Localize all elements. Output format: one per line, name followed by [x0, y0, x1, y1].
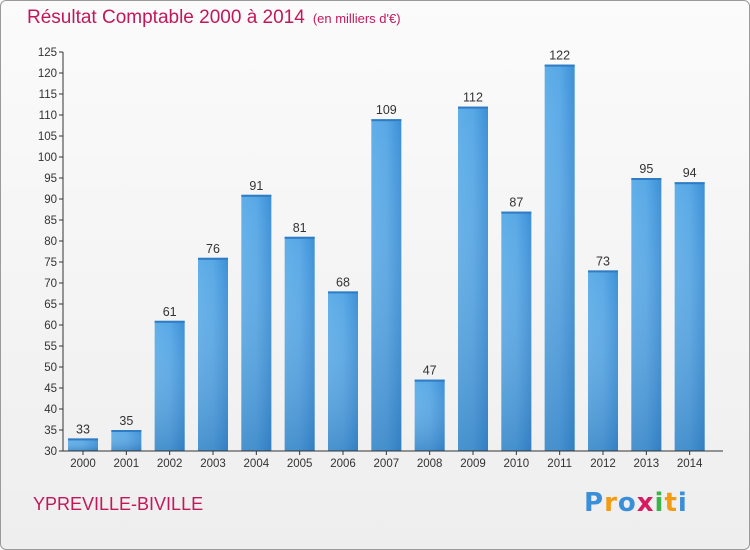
y-tick-label: 110 [39, 110, 57, 122]
proxiti-logo: Proxiti [584, 488, 688, 518]
bar-cap-2002 [154, 320, 185, 323]
y-tick-label: 115 [39, 89, 57, 101]
bar-shade-2013 [631, 178, 662, 451]
value-label-2005: 81 [293, 221, 307, 235]
bar-cap-2008 [414, 379, 445, 382]
y-tick-label: 80 [44, 236, 57, 248]
y-tick-label: 75 [44, 257, 57, 269]
bar-cap-2003 [198, 257, 228, 260]
bar-chart: 33 35 61 76 91 81 68 109 47 112 87 122 73 95 94 30 35 40… [38, 47, 723, 470]
bar-shade-2007 [371, 119, 402, 451]
x-tick-label-2009: 2009 [460, 458, 486, 470]
value-label-2009: 112 [463, 91, 483, 105]
logo-letter: x [636, 488, 655, 518]
logo-letter: P [584, 488, 605, 518]
logo-letter: t [664, 488, 678, 518]
bar-cap-2000 [68, 438, 98, 441]
value-label-2001: 35 [119, 414, 133, 428]
value-label-2012: 73 [596, 254, 610, 268]
x-tick-label-2006: 2006 [330, 458, 356, 470]
y-tick-label: 65 [44, 299, 57, 311]
logo-letter: o [617, 488, 637, 518]
y-tick-label: 40 [44, 404, 57, 416]
y-tick-label: 50 [44, 362, 57, 374]
x-tick-label-2013: 2013 [634, 458, 660, 470]
bar-shade-2012 [588, 270, 618, 451]
bar-cap-2013 [631, 178, 662, 180]
y-tick-label: 95 [44, 173, 57, 185]
y-tick-label: 60 [44, 320, 57, 332]
bar-shade-2008 [414, 379, 445, 451]
y-tick-label: 35 [44, 425, 57, 437]
x-tick-label-2003: 2003 [200, 458, 226, 470]
y-tick-label: 120 [38, 68, 57, 80]
bar-cap-2006 [328, 291, 358, 294]
x-tick-label-2011: 2011 [547, 458, 572, 470]
value-label-2006: 68 [336, 275, 350, 289]
bar-shade-2006 [328, 291, 358, 451]
city-name: YPREVILLE-BIVILLE [33, 494, 204, 514]
bar-shade-2009 [458, 106, 488, 451]
value-label-2008: 47 [423, 364, 437, 378]
logo-letter: i [677, 488, 688, 518]
value-label-2000: 33 [76, 422, 90, 436]
value-label-2002: 61 [163, 305, 177, 319]
chart-title: Résultat Comptable 2000 à 2014 (en millie… [27, 7, 401, 29]
y-tick-label: 125 [38, 47, 57, 59]
bar-cap-2001 [111, 430, 142, 432]
bar-cap-2009 [458, 106, 488, 109]
value-label-2004: 91 [249, 179, 263, 193]
bar-cap-2007 [371, 119, 402, 122]
bar-cap-2011 [544, 64, 575, 67]
bar-cap-2010 [501, 211, 532, 214]
y-tick-label: 100 [38, 152, 57, 164]
bar-cap-2005 [284, 236, 315, 239]
x-tick-label-2007: 2007 [374, 458, 400, 470]
y-tick-label: 45 [44, 383, 57, 395]
chart-subtitle: (en milliers d'€) [312, 11, 401, 26]
x-tick-label-2012: 2012 [590, 458, 616, 470]
x-tick-label-2001: 2001 [114, 458, 140, 470]
value-label-2014: 94 [683, 166, 697, 180]
value-label-2010: 87 [509, 196, 523, 210]
bar-shade-2003 [198, 257, 228, 451]
y-tick-label: 30 [44, 446, 57, 458]
bar-shade-2002 [154, 320, 185, 451]
logo-letter: i [654, 488, 665, 518]
y-tick-label: 105 [38, 131, 57, 143]
x-tick-label-2000: 2000 [70, 458, 96, 470]
x-tick-label-2010: 2010 [504, 458, 530, 470]
bar-shade-2014 [674, 182, 705, 451]
y-tick-label: 90 [44, 194, 57, 206]
y-tick-label: 70 [44, 278, 57, 290]
bar-shade-2004 [241, 194, 272, 452]
bar-cap-2012 [588, 270, 618, 273]
x-tick-label-2004: 2004 [244, 458, 270, 470]
bar-shade-2001 [111, 430, 142, 451]
chart-title-text: Résultat Comptable 2000 à 2014 [27, 7, 305, 28]
x-tick-label-2008: 2008 [417, 458, 443, 470]
bar-shade-2011 [544, 64, 575, 451]
value-label-2007: 109 [376, 103, 397, 117]
x-tick-label-2014: 2014 [677, 458, 703, 470]
logo-letter: r [604, 488, 618, 518]
value-label-2013: 95 [639, 162, 653, 176]
bar-shade-2000 [68, 438, 98, 451]
x-tick-label-2005: 2005 [287, 458, 313, 470]
y-tick-label: 85 [44, 215, 57, 227]
x-tick-label-2002: 2002 [157, 458, 183, 470]
bar-cap-2014 [674, 182, 705, 185]
bar-cap-2004 [241, 194, 272, 197]
y-tick-label: 55 [44, 341, 57, 353]
bar-shade-2005 [284, 236, 315, 451]
bar-shade-2010 [501, 211, 532, 451]
value-label-2011: 122 [549, 49, 570, 63]
value-label-2003: 76 [206, 242, 220, 256]
